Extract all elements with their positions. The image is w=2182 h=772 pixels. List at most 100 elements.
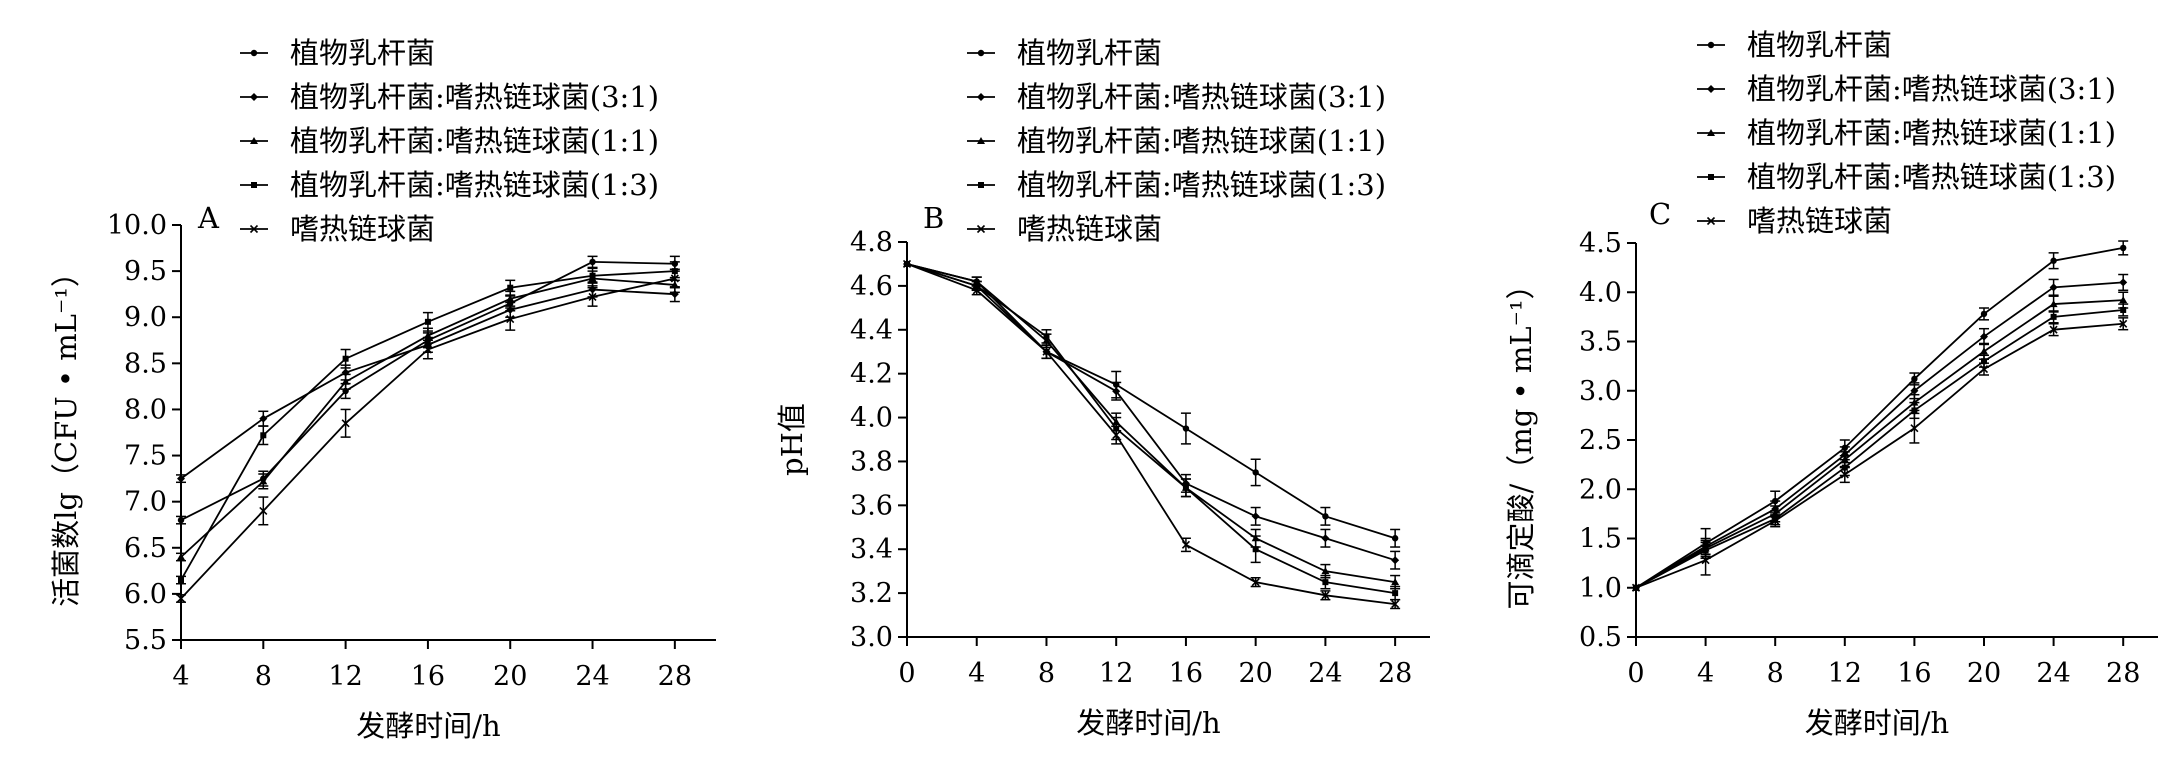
- data-point: [259, 414, 268, 423]
- data-point: [2120, 244, 2127, 252]
- data-point-stroke-b: [1840, 470, 1849, 479]
- y-axis-title: 可滴定酸/（mg • mL⁻¹）: [1504, 270, 1538, 609]
- series-line: [1635, 322, 2124, 589]
- legend-item: 植物乳杆菌:嗜热链球菌(1:1): [1697, 116, 2116, 150]
- y-tick-label: 4.6: [850, 271, 893, 302]
- y-axis-title: 活菌数lg（CFU • mL⁻¹）: [49, 258, 83, 607]
- legend-marker: [250, 137, 258, 144]
- data-point-stroke-b: [1771, 516, 1780, 525]
- legend-marker: [250, 49, 258, 57]
- panel-label: A: [197, 201, 220, 235]
- data-point: [1182, 425, 1190, 432]
- data-point: [2119, 319, 2128, 328]
- legend-label: 植物乳杆菌:嗜热链球菌(1:1): [1747, 116, 2116, 150]
- series-5: [176, 268, 680, 603]
- data-point-stroke-b: [506, 315, 515, 324]
- data-point: [1322, 579, 1329, 586]
- data-point: [1631, 583, 1641, 592]
- x-tick-label: 8: [1767, 658, 1784, 689]
- legend-item: 植物乳杆菌:嗜热链球菌(1:3): [1697, 160, 2116, 194]
- x-tick-label: 20: [493, 661, 527, 692]
- legend-item: 植物乳杆菌:嗜热链球菌(1:1): [240, 124, 659, 158]
- y-tick-label: 3.2: [850, 578, 893, 609]
- data-point: [423, 331, 432, 339]
- x-tick-label: 16: [1897, 658, 1931, 689]
- y-tick-label: 7.5: [124, 441, 167, 472]
- data-point: [670, 274, 679, 283]
- y-axis-title: pH值: [775, 403, 809, 476]
- series-4: [176, 261, 680, 585]
- legend-marker: [249, 224, 259, 234]
- series-line: [1635, 247, 2124, 589]
- data-point-stroke-b: [1391, 600, 1400, 609]
- y-tick-label: 8.5: [124, 348, 167, 379]
- data-point-stroke-b: [176, 594, 186, 603]
- data-point: [2049, 325, 2058, 334]
- data-point: [1771, 516, 1780, 525]
- y-tick-label: 4.4: [850, 315, 893, 346]
- legend-marker: [250, 93, 258, 101]
- legend-marker: [978, 182, 984, 188]
- x-tick-label: 8: [255, 661, 272, 692]
- data-point-stroke-b: [972, 286, 981, 295]
- legend-marker: [1707, 129, 1715, 136]
- series-line: [906, 263, 1396, 595]
- data-point: [1112, 387, 1121, 396]
- y-tick-label: 8.0: [124, 394, 167, 425]
- data-point: [1251, 578, 1260, 587]
- legend-label: 植物乳杆菌: [1017, 36, 1162, 70]
- panel-label: B: [923, 201, 944, 235]
- data-point-stroke-b: [1321, 591, 1330, 600]
- data-point: [341, 419, 350, 428]
- x-tick-label: 16: [411, 661, 445, 692]
- data-point: [176, 594, 186, 603]
- legend-label: 植物乳杆菌:嗜热链球菌(3:1): [290, 80, 659, 114]
- data-point-stroke-b: [1979, 365, 1989, 374]
- data-point: [260, 432, 267, 439]
- legend-item: 植物乳杆菌: [967, 36, 1162, 70]
- data-point-stroke-b: [1112, 431, 1121, 440]
- legend-label: 植物乳杆菌:嗜热链球菌(3:1): [1017, 80, 1386, 114]
- data-point: [1181, 540, 1190, 549]
- x-tick-label: 28: [2106, 658, 2140, 689]
- legend-item: 嗜热链球菌: [967, 212, 1162, 246]
- data-point: [902, 259, 912, 269]
- data-point: [2050, 313, 2057, 320]
- x-axis-title: 发酵时间/h: [1805, 706, 1949, 740]
- legend-marker: [977, 93, 985, 101]
- legend-marker-stroke-b: [976, 224, 986, 234]
- series-line: [1635, 309, 2124, 589]
- legend-item: 嗜热链球菌: [240, 212, 435, 246]
- legend-marker: [1706, 216, 1716, 226]
- x-tick-label: 12: [328, 661, 362, 692]
- data-point: [1391, 578, 1400, 586]
- data-point: [588, 292, 597, 301]
- legend-label: 植物乳杆菌: [1747, 28, 1892, 62]
- series-1: [903, 260, 1401, 548]
- data-point: [1391, 600, 1400, 609]
- legend-marker-stroke-b: [249, 224, 259, 234]
- data-point: [589, 272, 596, 279]
- data-point: [1980, 347, 1988, 355]
- x-tick-label: 12: [1828, 658, 1862, 689]
- legend-item: 植物乳杆菌: [240, 36, 435, 70]
- legend-item: 植物乳杆菌:嗜热链球菌(1:3): [967, 168, 1386, 202]
- data-point: [1321, 591, 1330, 600]
- series-5: [1631, 317, 2129, 592]
- chart-panel-b: 3.0 3.2 3.4 3.6 3.8 4.0 4.2 4.4 4.6 4.8 0 4 8 12 16 20 2…: [775, 36, 1430, 740]
- data-point: [506, 315, 515, 324]
- legend-label: 植物乳杆菌:嗜热链球菌(1:3): [1747, 160, 2116, 194]
- data-point: [1391, 535, 1399, 542]
- data-point: [342, 355, 349, 362]
- series-line: [906, 263, 1396, 562]
- y-tick-label: 5.5: [124, 625, 167, 656]
- legend-item: 植物乳杆菌:嗜热链球菌(3:1): [240, 80, 659, 114]
- legend-marker: [977, 137, 985, 144]
- x-tick-label: 0: [898, 658, 915, 689]
- data-point: [589, 258, 596, 266]
- data-point: [423, 345, 432, 354]
- y-tick-label: 3.0: [1579, 376, 1622, 407]
- data-point: [1252, 469, 1259, 476]
